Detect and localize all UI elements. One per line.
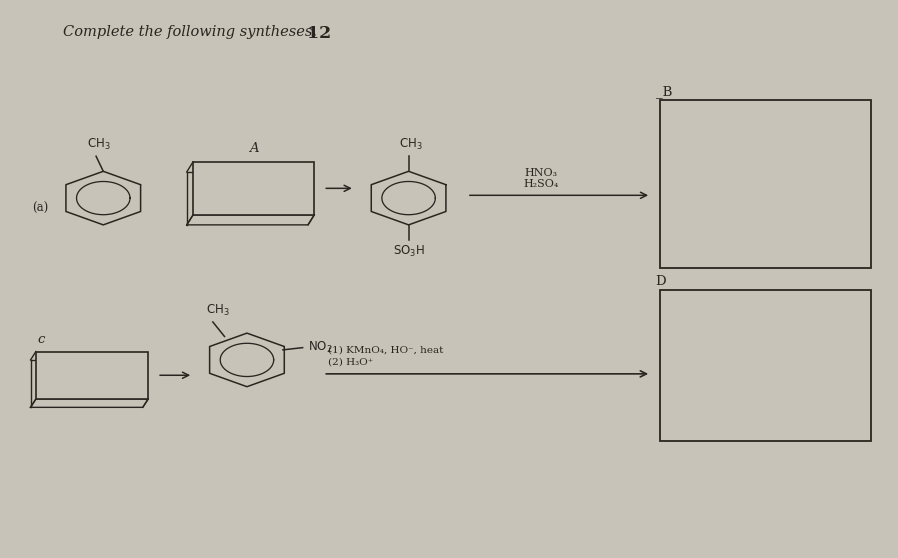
Text: (2) H₃O⁺: (2) H₃O⁺ xyxy=(328,358,373,367)
Bar xyxy=(36,352,148,399)
Text: (a): (a) xyxy=(32,202,48,215)
Text: 12: 12 xyxy=(301,25,331,42)
Text: $\mathregular{CH_3}$: $\mathregular{CH_3}$ xyxy=(207,302,230,318)
Text: $\mathregular{NO_2}$: $\mathregular{NO_2}$ xyxy=(308,340,332,355)
Text: HNO₃: HNO₃ xyxy=(524,168,558,178)
Bar xyxy=(660,100,871,268)
Text: c: c xyxy=(38,333,45,346)
Bar xyxy=(660,290,871,441)
Text: Complete the following syntheses.: Complete the following syntheses. xyxy=(63,25,317,39)
Text: $\mathregular{CH_3}$: $\mathregular{CH_3}$ xyxy=(87,137,110,152)
Text: $\mathregular{SO_3H}$: $\mathregular{SO_3H}$ xyxy=(392,244,425,259)
Text: H₂SO₄: H₂SO₄ xyxy=(524,179,559,189)
Bar xyxy=(193,162,314,215)
Text: A: A xyxy=(249,142,259,155)
Text: D: D xyxy=(656,275,666,287)
Text: (1) KMnO₄, HO⁻, heat: (1) KMnO₄, HO⁻, heat xyxy=(328,345,443,355)
Text: $\mathregular{CH_3}$: $\mathregular{CH_3}$ xyxy=(400,137,423,152)
Text: _B: _B xyxy=(656,85,672,98)
